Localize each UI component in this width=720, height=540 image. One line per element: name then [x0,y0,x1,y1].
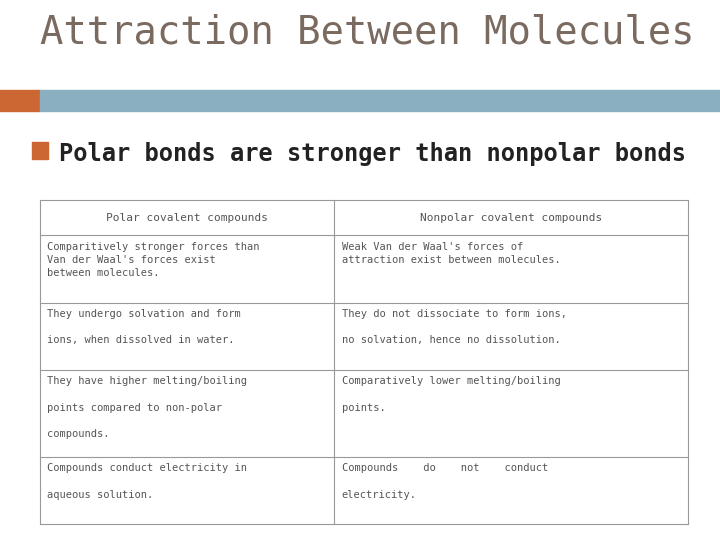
Text: Compounds    do    not    conduct

electricity.: Compounds do not conduct electricity. [342,463,548,500]
Text: Comparatively lower melting/boiling

points.: Comparatively lower melting/boiling poin… [342,376,560,413]
Text: Weak Van der Waal's forces of
attraction exist between molecules.: Weak Van der Waal's forces of attraction… [342,242,560,265]
Bar [40,90,720,111]
Text: They have higher melting/boiling

points compared to non-polar

compounds.: They have higher melting/boiling points … [47,376,247,439]
Text: They undergo solvation and form

ions, when dissolved in water.: They undergo solvation and form ions, wh… [47,309,240,346]
Text: Nonpolar covalent compounds: Nonpolar covalent compounds [420,213,602,222]
Text: They do not dissociate to form ions,

no solvation, hence no dissolution.: They do not dissociate to form ions, no … [342,309,567,346]
Bar [32,142,48,159]
Bar [0,90,40,111]
Text: Comparitively stronger forces than
Van der Waal's forces exist
between molecules: Comparitively stronger forces than Van d… [47,242,259,278]
Text: Polar bonds are stronger than nonpolar bonds: Polar bonds are stronger than nonpolar b… [59,142,686,166]
Text: Compounds conduct electricity in

aqueous solution.: Compounds conduct electricity in aqueous… [47,463,247,500]
Text: Attraction Between Molecules: Attraction Between Molecules [40,14,694,51]
Text: Polar covalent compounds: Polar covalent compounds [106,213,268,222]
